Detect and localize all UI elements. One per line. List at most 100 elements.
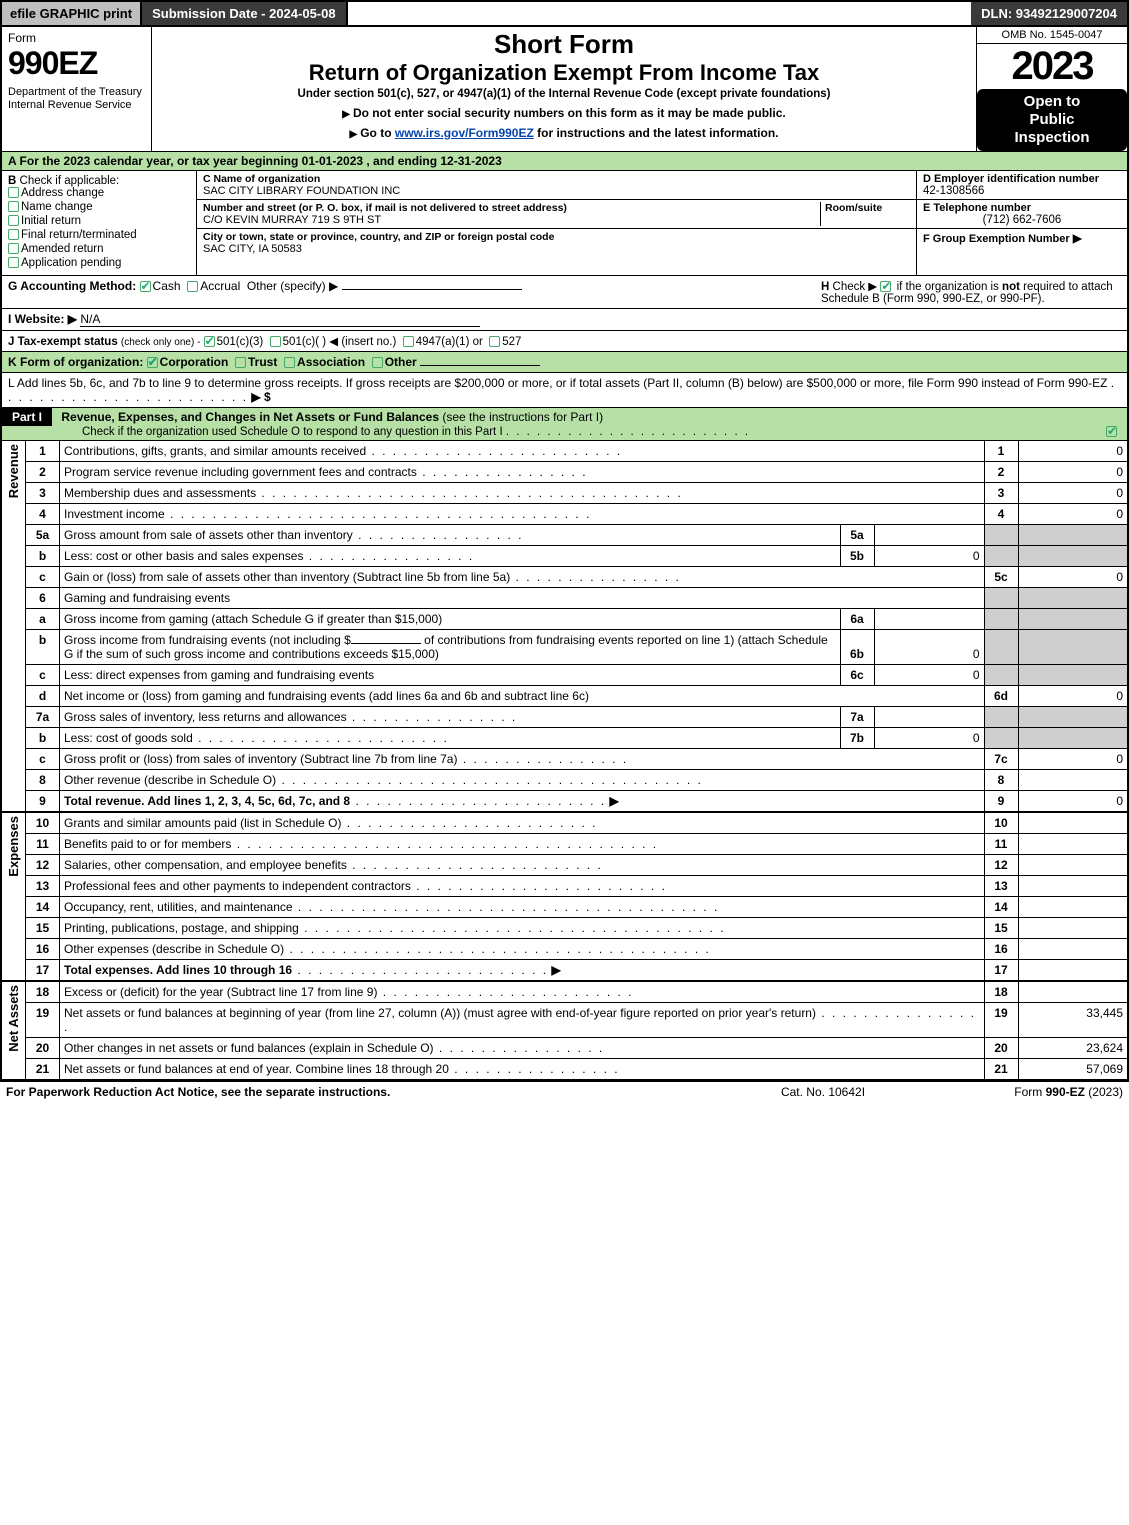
l5a-subval bbox=[874, 525, 984, 546]
l5b-subval: 0 bbox=[874, 546, 984, 567]
j-501c3-check[interactable] bbox=[204, 336, 215, 347]
l5c-desc: Gain or (loss) from sale of assets other… bbox=[60, 567, 985, 588]
l21-num: 21 bbox=[26, 1059, 60, 1080]
l6c-sub: 6c bbox=[840, 665, 874, 686]
k-assoc-check[interactable] bbox=[284, 357, 295, 368]
col-d: D Employer identification number 42-1308… bbox=[917, 171, 1127, 275]
l4-code: 4 bbox=[984, 504, 1018, 525]
l18-code: 18 bbox=[984, 981, 1018, 1003]
l12-desc: Salaries, other compensation, and employ… bbox=[60, 855, 985, 876]
l7b-sub: 7b bbox=[840, 728, 874, 749]
l10-code: 10 bbox=[984, 812, 1018, 834]
row-h: H Check ▶ if the organization is not req… bbox=[821, 279, 1121, 305]
l17-arrow-icon: ▶ bbox=[551, 963, 560, 977]
l6-val-grey bbox=[1018, 588, 1128, 609]
form-number-block: Form 990EZ bbox=[2, 27, 152, 84]
l7c-num: c bbox=[26, 749, 60, 770]
l6b-val-grey bbox=[1018, 630, 1128, 665]
footer-right: Form 990-EZ (2023) bbox=[923, 1085, 1123, 1099]
chk-initial[interactable]: Initial return bbox=[8, 215, 190, 227]
chk-address-label: Address change bbox=[21, 187, 104, 199]
c-name-label: C Name of organization bbox=[203, 173, 910, 185]
d-group-arrow-icon: ▶ bbox=[1073, 233, 1082, 245]
l10-val bbox=[1018, 812, 1128, 834]
chk-name[interactable]: Name change bbox=[8, 201, 190, 213]
l12-code: 12 bbox=[984, 855, 1018, 876]
l1-desc: Contributions, gifts, grants, and simila… bbox=[60, 441, 985, 462]
j-501c-check[interactable] bbox=[270, 336, 281, 347]
chk-pending[interactable]: Application pending bbox=[8, 257, 190, 269]
block-bcd: B Check if applicable: Address change Na… bbox=[0, 171, 1129, 276]
l5c-code: 5c bbox=[984, 567, 1018, 588]
h-check[interactable] bbox=[880, 281, 891, 292]
l6a-num: a bbox=[26, 609, 60, 630]
i-label: I Website: ▶ bbox=[8, 312, 77, 326]
l7b-code-grey bbox=[984, 728, 1018, 749]
chk-final[interactable]: Final return/terminated bbox=[8, 229, 190, 241]
form-header: Form 990EZ Department of the Treasury In… bbox=[0, 27, 1129, 151]
l19-desc: Net assets or fund balances at beginning… bbox=[60, 1003, 985, 1038]
l20-num: 20 bbox=[26, 1038, 60, 1059]
l6-code-grey bbox=[984, 588, 1018, 609]
l7c-code: 7c bbox=[984, 749, 1018, 770]
line-6d: d Net income or (loss) from gaming and f… bbox=[1, 686, 1128, 707]
l2-val: 0 bbox=[1018, 462, 1128, 483]
l13-desc: Professional fees and other payments to … bbox=[60, 876, 985, 897]
g-accrual-check[interactable] bbox=[187, 281, 198, 292]
goto-link[interactable]: www.irs.gov/Form990EZ bbox=[395, 126, 534, 140]
l6a-subval bbox=[874, 609, 984, 630]
g-label: G Accounting Method: bbox=[8, 279, 136, 293]
g-cash-check[interactable] bbox=[140, 281, 151, 292]
mid-rows: I Website: ▶ N/A J Tax-exempt status (ch… bbox=[0, 309, 1129, 408]
row-k: K Form of organization: Corporation Trus… bbox=[2, 352, 1127, 373]
form-id-cell: Form 990EZ Department of the Treasury In… bbox=[2, 27, 152, 151]
g-other-input[interactable] bbox=[342, 289, 522, 290]
b-header: B Check if applicable: bbox=[8, 175, 190, 187]
line-6b: b Gross income from fundraising events (… bbox=[1, 630, 1128, 665]
j-label: J Tax-exempt status bbox=[8, 336, 118, 348]
l1-num: 1 bbox=[26, 441, 60, 462]
line-9: 9 Total revenue. Add lines 1, 2, 3, 4, 5… bbox=[1, 791, 1128, 813]
j-527-label: 527 bbox=[502, 336, 521, 348]
title-cell: Short Form Return of Organization Exempt… bbox=[152, 27, 977, 151]
l5c-num: c bbox=[26, 567, 60, 588]
l9-desc: Total revenue. Add lines 1, 2, 3, 4, 5c,… bbox=[60, 791, 985, 813]
l3-desc: Membership dues and assessments bbox=[60, 483, 985, 504]
l14-desc: Occupancy, rent, utilities, and maintena… bbox=[60, 897, 985, 918]
j-527-check[interactable] bbox=[489, 336, 500, 347]
j-sub: (check only one) - bbox=[121, 337, 200, 348]
footer-left: For Paperwork Reduction Act Notice, see … bbox=[6, 1085, 723, 1099]
chk-final-label: Final return/terminated bbox=[21, 229, 137, 241]
g-other-label: Other (specify) ▶ bbox=[247, 279, 338, 293]
line-16: 16 Other expenses (describe in Schedule … bbox=[1, 939, 1128, 960]
l4-val: 0 bbox=[1018, 504, 1128, 525]
l6a-desc: Gross income from gaming (attach Schedul… bbox=[60, 609, 841, 630]
side-revenue-label: Revenue bbox=[6, 444, 21, 498]
l6b-sub: 6b bbox=[840, 630, 874, 665]
l9-num: 9 bbox=[26, 791, 60, 813]
form-label: Form bbox=[8, 31, 145, 45]
l6d-val: 0 bbox=[1018, 686, 1128, 707]
form-number: 990EZ bbox=[8, 45, 145, 82]
chk-amended[interactable]: Amended return bbox=[8, 243, 190, 255]
l5b-code-grey bbox=[984, 546, 1018, 567]
k-other-input[interactable] bbox=[420, 365, 540, 366]
l8-desc: Other revenue (describe in Schedule O) bbox=[60, 770, 985, 791]
d-tel-label: E Telephone number bbox=[923, 202, 1121, 214]
k-trust-check[interactable] bbox=[235, 357, 246, 368]
col-c: C Name of organization SAC CITY LIBRARY … bbox=[197, 171, 917, 275]
l13-code: 13 bbox=[984, 876, 1018, 897]
chk-address[interactable]: Address change bbox=[8, 187, 190, 199]
l21-code: 21 bbox=[984, 1059, 1018, 1080]
side-revenue: Revenue bbox=[1, 441, 26, 812]
efile-print-button[interactable]: efile GRAPHIC print bbox=[2, 2, 142, 25]
row-a-tax-year: A For the 2023 calendar year, or tax yea… bbox=[0, 151, 1129, 171]
l5b-num: b bbox=[26, 546, 60, 567]
k-other-check[interactable] bbox=[372, 357, 383, 368]
l15-code: 15 bbox=[984, 918, 1018, 939]
part-i-check[interactable] bbox=[1106, 426, 1117, 437]
k-corp-check[interactable] bbox=[147, 357, 158, 368]
l19-code: 19 bbox=[984, 1003, 1018, 1038]
j-4947-check[interactable] bbox=[403, 336, 414, 347]
l16-num: 16 bbox=[26, 939, 60, 960]
